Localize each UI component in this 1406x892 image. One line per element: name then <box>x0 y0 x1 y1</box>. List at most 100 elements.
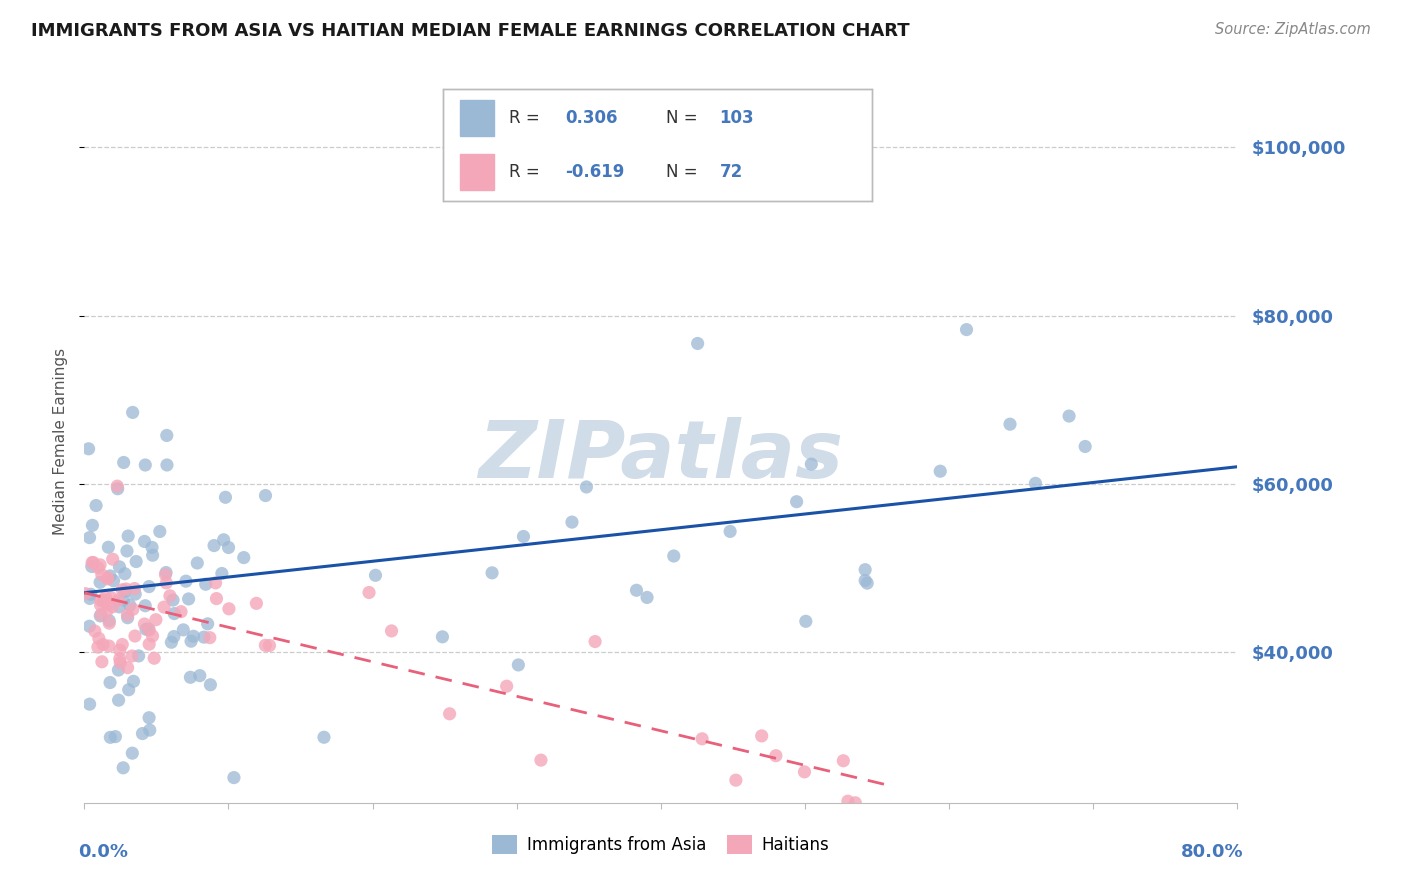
Point <box>179 670 201 684</box>
Bar <box>460 101 495 136</box>
Point <box>79 619 101 633</box>
Point <box>90 655 112 669</box>
Point <box>145 613 167 627</box>
Point <box>718 524 741 539</box>
Point <box>508 657 530 672</box>
Point <box>98 614 121 628</box>
Y-axis label: Median Female Earnings: Median Female Earnings <box>53 348 69 535</box>
Point <box>80 587 103 601</box>
Point <box>112 592 135 607</box>
Point <box>929 464 952 478</box>
Text: 0.306: 0.306 <box>565 109 617 128</box>
Point <box>121 648 143 663</box>
Point <box>75 587 97 601</box>
Point <box>800 457 823 471</box>
Point <box>121 602 143 616</box>
Point <box>138 580 160 594</box>
Point <box>80 559 103 574</box>
Point <box>87 632 110 646</box>
Text: -0.619: -0.619 <box>565 162 624 181</box>
Point <box>105 479 128 493</box>
Point <box>107 693 129 707</box>
Point <box>107 663 129 677</box>
Point <box>200 678 222 692</box>
Point <box>108 559 131 574</box>
Point <box>853 574 876 588</box>
Point <box>90 607 112 622</box>
Point <box>212 533 235 547</box>
Point <box>690 731 713 746</box>
Point <box>114 584 136 599</box>
Point <box>117 529 139 543</box>
Point <box>124 587 146 601</box>
Point <box>103 574 125 588</box>
Point <box>97 541 120 555</box>
Point <box>98 569 121 583</box>
Point <box>111 638 134 652</box>
Point <box>530 753 553 767</box>
Point <box>108 643 131 657</box>
Point <box>98 731 121 745</box>
Point <box>79 531 101 545</box>
Point <box>794 615 817 629</box>
Point <box>172 623 194 637</box>
Point <box>211 566 233 581</box>
Point <box>193 630 215 644</box>
Point <box>79 697 101 711</box>
Point <box>77 442 100 456</box>
Point <box>149 524 172 539</box>
Point <box>254 489 277 503</box>
Point <box>124 629 146 643</box>
Point <box>93 593 115 607</box>
Point <box>1057 409 1080 423</box>
Text: 103: 103 <box>720 109 754 128</box>
Point <box>110 656 132 670</box>
Point <box>111 582 134 597</box>
Point <box>90 598 112 612</box>
Point <box>87 640 110 654</box>
Point <box>844 796 866 810</box>
Point <box>245 596 267 610</box>
Point <box>186 556 208 570</box>
Point <box>724 773 747 788</box>
Point <box>232 550 254 565</box>
Point <box>561 515 583 529</box>
Point <box>141 629 163 643</box>
Point <box>180 634 202 648</box>
Point <box>117 611 139 625</box>
Point <box>364 568 387 582</box>
Point <box>131 726 153 740</box>
Point <box>636 591 658 605</box>
Point <box>90 567 112 582</box>
Point <box>121 746 143 760</box>
Point <box>134 458 156 472</box>
Point <box>163 630 186 644</box>
Point <box>160 635 183 649</box>
Point <box>117 660 139 674</box>
Point <box>177 591 200 606</box>
Point <box>82 556 104 570</box>
Text: N =: N = <box>666 162 703 181</box>
Point <box>312 731 335 745</box>
Point <box>170 605 193 619</box>
Point <box>626 583 648 598</box>
Point <box>98 675 121 690</box>
Point <box>142 548 165 562</box>
Point <box>138 622 160 636</box>
Point <box>89 575 111 590</box>
Point <box>218 602 240 616</box>
Point <box>115 582 138 596</box>
Point <box>97 639 120 653</box>
Point <box>121 405 143 419</box>
Point <box>117 607 139 622</box>
Point <box>134 599 156 613</box>
Point <box>118 682 141 697</box>
Point <box>134 534 156 549</box>
Point <box>93 594 115 608</box>
Point <box>218 541 240 555</box>
Point <box>96 571 118 585</box>
Point <box>194 577 217 591</box>
Text: N =: N = <box>666 109 703 128</box>
Point <box>163 607 186 621</box>
Point <box>439 706 461 721</box>
